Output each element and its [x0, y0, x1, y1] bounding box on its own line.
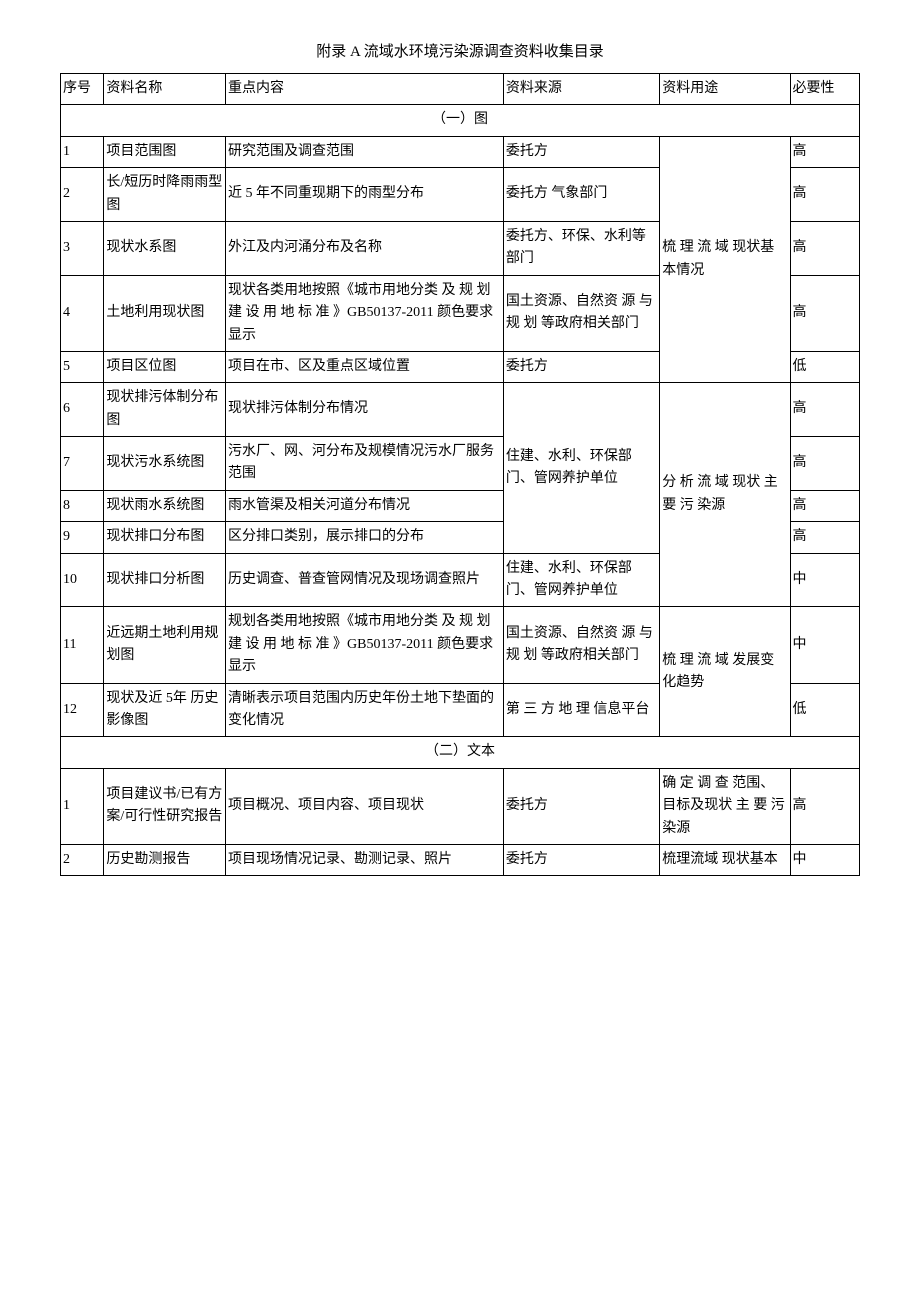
cell-use: 梳 理 流 域 发展变化趋势	[660, 607, 790, 737]
cell-seq: 4	[61, 275, 104, 351]
cell-content: 现状排污体制分布情况	[226, 383, 504, 437]
cell-seq: 1	[61, 136, 104, 167]
cell-use: 梳理流域 现状基本	[660, 844, 790, 875]
cell-req: 中	[790, 844, 859, 875]
cell-content: 项目现场情况记录、勘测记录、照片	[226, 844, 504, 875]
col-name: 资料名称	[104, 74, 226, 105]
cell-source: 第 三 方 地 理 信息平台	[503, 683, 659, 737]
cell-use: 梳 理 流 域 现状基本情况	[660, 136, 790, 383]
document-title: 附录 A 流域水环境污染源调查资料收集目录	[60, 40, 860, 61]
cell-req: 中	[790, 553, 859, 607]
cell-source: 住建、水利、环保部门、管网养护单位	[503, 553, 659, 607]
cell-source: 委托方、环保、水利等部门	[503, 221, 659, 275]
cell-content: 规划各类用地按照《城市用地分类 及 规 划 建 设 用 地 标 准 》GB501…	[226, 607, 504, 683]
table-row: 2 历史勘测报告 项目现场情况记录、勘测记录、照片 委托方 梳理流域 现状基本 …	[61, 844, 860, 875]
cell-seq: 12	[61, 683, 104, 737]
cell-name: 现状雨水系统图	[104, 490, 226, 521]
cell-name: 长/短历时降雨雨型图	[104, 168, 226, 222]
cell-source: 国土资源、自然资 源 与 规 划 等政府相关部门	[503, 275, 659, 351]
cell-content: 区分排口类别，展示排口的分布	[226, 522, 504, 553]
cell-req: 高	[790, 383, 859, 437]
table-row: 11 近远期土地利用规划图 规划各类用地按照《城市用地分类 及 规 划 建 设 …	[61, 607, 860, 683]
cell-name: 现状及近 5年 历史影像图	[104, 683, 226, 737]
cell-source: 住建、水利、环保部门、管网养护单位	[503, 383, 659, 553]
cell-seq: 6	[61, 383, 104, 437]
cell-source: 委托方 气象部门	[503, 168, 659, 222]
col-use: 资料用途	[660, 74, 790, 105]
cell-content: 近 5 年不同重现期下的雨型分布	[226, 168, 504, 222]
cell-req: 高	[790, 437, 859, 491]
cell-source: 委托方	[503, 136, 659, 167]
cell-name: 近远期土地利用规划图	[104, 607, 226, 683]
catalog-table: 序号 资料名称 重点内容 资料来源 资料用途 必要性 （一）图 1 项目范围图 …	[60, 73, 860, 876]
col-content: 重点内容	[226, 74, 504, 105]
table-row: 1 项目范围图 研究范围及调查范围 委托方 梳 理 流 域 现状基本情况 高	[61, 136, 860, 167]
cell-name: 现状污水系统图	[104, 437, 226, 491]
section-2-label: （二）文本	[61, 737, 860, 768]
cell-req: 中	[790, 607, 859, 683]
cell-name: 现状排口分布图	[104, 522, 226, 553]
cell-req: 高	[790, 768, 859, 844]
cell-content: 污水厂、网、河分布及规模情况污水厂服务范围	[226, 437, 504, 491]
cell-content: 现状各类用地按照《城市用地分类 及 规 划 建 设 用 地 标 准 》GB501…	[226, 275, 504, 351]
col-seq: 序号	[61, 74, 104, 105]
cell-use: 确 定 调 查 范围、目标及现状 主 要 污 染源	[660, 768, 790, 844]
cell-source: 委托方	[503, 768, 659, 844]
cell-content: 项目概况、项目内容、项目现状	[226, 768, 504, 844]
section-1-header: （一）图	[61, 105, 860, 136]
cell-source: 委托方	[503, 351, 659, 382]
cell-name: 项目建议书/已有方案/可行性研究报告	[104, 768, 226, 844]
cell-name: 历史勘测报告	[104, 844, 226, 875]
cell-seq: 3	[61, 221, 104, 275]
cell-name: 项目区位图	[104, 351, 226, 382]
cell-seq: 2	[61, 844, 104, 875]
section-2-header: （二）文本	[61, 737, 860, 768]
cell-name: 现状水系图	[104, 221, 226, 275]
cell-seq: 10	[61, 553, 104, 607]
cell-seq: 1	[61, 768, 104, 844]
cell-seq: 5	[61, 351, 104, 382]
cell-req: 高	[790, 136, 859, 167]
cell-name: 现状排口分析图	[104, 553, 226, 607]
cell-content: 项目在市、区及重点区域位置	[226, 351, 504, 382]
cell-req: 高	[790, 275, 859, 351]
cell-req: 高	[790, 490, 859, 521]
cell-seq: 11	[61, 607, 104, 683]
cell-seq: 9	[61, 522, 104, 553]
cell-req: 高	[790, 522, 859, 553]
section-1-label: （一）图	[61, 105, 860, 136]
cell-content: 外江及内河涌分布及名称	[226, 221, 504, 275]
cell-content: 历史调查、普查管网情况及现场调查照片	[226, 553, 504, 607]
table-row: 1 项目建议书/已有方案/可行性研究报告 项目概况、项目内容、项目现状 委托方 …	[61, 768, 860, 844]
col-required: 必要性	[790, 74, 859, 105]
cell-content: 清晰表示项目范围内历史年份土地下垫面的变化情况	[226, 683, 504, 737]
cell-seq: 2	[61, 168, 104, 222]
cell-seq: 8	[61, 490, 104, 521]
cell-req: 低	[790, 683, 859, 737]
cell-name: 项目范围图	[104, 136, 226, 167]
table-row: 6 现状排污体制分布图 现状排污体制分布情况 住建、水利、环保部门、管网养护单位…	[61, 383, 860, 437]
cell-name: 土地利用现状图	[104, 275, 226, 351]
cell-source: 委托方	[503, 844, 659, 875]
cell-content: 研究范围及调查范围	[226, 136, 504, 167]
cell-use: 分 析 流 域 现状 主 要 污 染源	[660, 383, 790, 607]
cell-req: 高	[790, 221, 859, 275]
col-source: 资料来源	[503, 74, 659, 105]
cell-name: 现状排污体制分布图	[104, 383, 226, 437]
cell-req: 低	[790, 351, 859, 382]
cell-seq: 7	[61, 437, 104, 491]
table-header-row: 序号 资料名称 重点内容 资料来源 资料用途 必要性	[61, 74, 860, 105]
cell-source: 国土资源、自然资 源 与 规 划 等政府相关部门	[503, 607, 659, 683]
cell-req: 高	[790, 168, 859, 222]
cell-content: 雨水管渠及相关河道分布情况	[226, 490, 504, 521]
